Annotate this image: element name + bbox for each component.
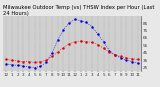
Text: Milwaukee Outdoor Temp (vs) THSW Index per Hour (Last 24 Hours): Milwaukee Outdoor Temp (vs) THSW Index p… <box>3 5 155 16</box>
